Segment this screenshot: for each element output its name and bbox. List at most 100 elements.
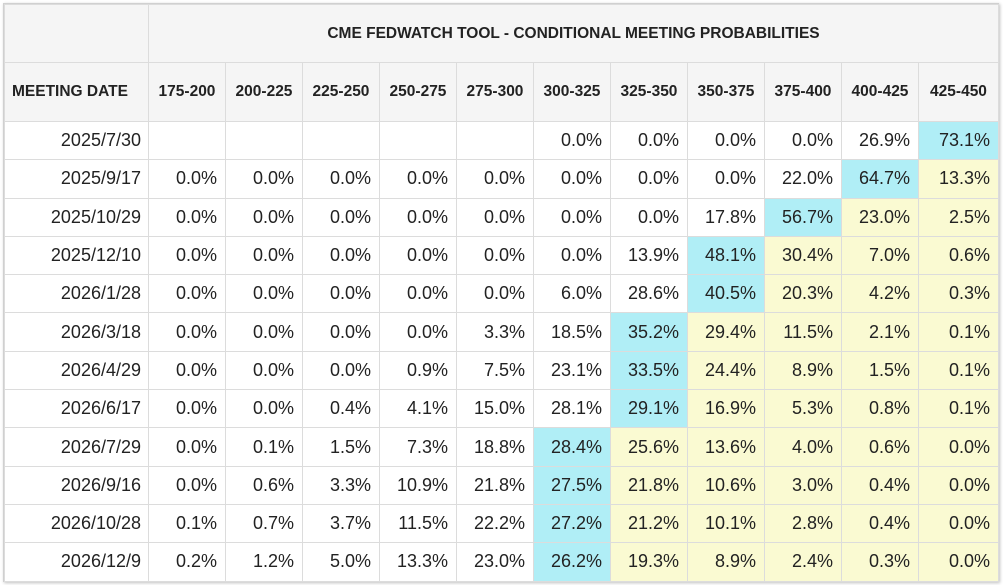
title-row: CME FEDWATCH TOOL - CONDITIONAL MEETING …	[4, 4, 999, 63]
probability-cell: 0.0%	[533, 159, 611, 199]
column-header-350-375[interactable]: 350-375	[687, 62, 765, 122]
probability-cell: 0.0%	[148, 235, 226, 276]
column-header-400-425[interactable]: 400-425	[841, 62, 919, 122]
probability-cell: 0.0%	[302, 197, 380, 237]
probability-cell: 29.4%	[687, 312, 765, 352]
table-row: 2026/4/29 0.0% 0.0% 0.0% 0.9% 7.5% 23.1% 33.5% 2…	[4, 350, 999, 391]
probability-cell: 0.7%	[225, 503, 303, 544]
corner-cell	[4, 4, 149, 63]
table-row: 2026/12/9 0.2% 1.2% 5.0% 13.3% 23.0% 26.2% 19.3…	[4, 542, 999, 582]
probability-cell: 0.1%	[918, 389, 999, 429]
probability-cell: 25.6%	[610, 427, 688, 467]
probability-cell: 0.3%	[918, 274, 999, 314]
probability-cell: 22.2%	[456, 503, 534, 544]
probability-cell: 4.1%	[379, 389, 457, 429]
probability-cell: 0.0%	[610, 197, 688, 237]
probability-cell: 2.4%	[764, 542, 842, 582]
column-header-225-250[interactable]: 225-250	[302, 62, 380, 122]
probability-cell: 35.2%	[610, 312, 688, 352]
probability-cell: 4.0%	[764, 427, 842, 467]
meeting-date-cell: 2026/9/16	[4, 465, 149, 505]
probability-cell: 11.5%	[379, 503, 457, 544]
column-header-275-300[interactable]: 275-300	[456, 62, 534, 122]
probability-cell: 0.0%	[456, 235, 534, 276]
probability-cell: 0.0%	[533, 235, 611, 276]
probability-cell: 13.3%	[379, 542, 457, 582]
probability-cell: 0.0%	[302, 235, 380, 276]
probability-cell: 27.2%	[533, 503, 611, 544]
column-header-375-400[interactable]: 375-400	[764, 62, 842, 122]
probability-cell: 1.5%	[302, 427, 380, 467]
probability-cell: 0.6%	[841, 427, 919, 467]
probability-cell: 21.8%	[456, 465, 534, 505]
table-body: 2025/7/30 0.0% 0.0% 0.0% 0.0% 26.9% 73.1% 2025/…	[4, 120, 999, 582]
probability-cell: 0.0%	[533, 120, 611, 161]
probability-cell: 23.0%	[456, 542, 534, 582]
probability-cell: 10.9%	[379, 465, 457, 505]
probability-cell: 0.0%	[148, 197, 226, 237]
probability-cell: 13.9%	[610, 235, 688, 276]
probability-cell: 0.6%	[918, 235, 999, 276]
probability-cell: 0.0%	[225, 350, 303, 391]
probability-cell: 0.0%	[225, 235, 303, 276]
probability-cell: 0.0%	[302, 159, 380, 199]
meeting-date-cell: 2025/10/29	[4, 197, 149, 237]
meeting-date-cell: 2026/4/29	[4, 350, 149, 391]
probability-cell: 0.4%	[841, 503, 919, 544]
column-header-175-200[interactable]: 175-200	[148, 62, 226, 122]
probability-cell: 1.2%	[225, 542, 303, 582]
probability-cell: 16.9%	[687, 389, 765, 429]
meeting-date-cell: 2026/3/18	[4, 312, 149, 352]
probability-cell: 40.5%	[687, 274, 765, 314]
header-row: MEETING DATE 175-200 200-225 225-250 250-27…	[4, 62, 999, 122]
probability-cell: 33.5%	[610, 350, 688, 391]
probability-cell: 2.1%	[841, 312, 919, 352]
probability-cell: 29.1%	[610, 389, 688, 429]
probability-cell: 22.0%	[764, 159, 842, 199]
probability-cell: 0.1%	[148, 503, 226, 544]
probability-cell: 0.0%	[148, 274, 226, 314]
column-header-250-275[interactable]: 250-275	[379, 62, 457, 122]
probability-cell: 0.6%	[225, 465, 303, 505]
probability-cell: 2.5%	[918, 197, 999, 237]
column-header-300-325[interactable]: 300-325	[533, 62, 611, 122]
probability-cell: 0.0%	[225, 197, 303, 237]
meeting-date-cell: 2026/7/29	[4, 427, 149, 467]
probability-cell: 6.0%	[533, 274, 611, 314]
probability-cell: 0.0%	[148, 312, 226, 352]
probability-cell: 23.1%	[533, 350, 611, 391]
probability-cell: 13.3%	[918, 159, 999, 199]
probability-cell: 0.0%	[610, 120, 688, 161]
probability-cell: 13.6%	[687, 427, 765, 467]
probability-cell: 0.0%	[610, 159, 688, 199]
probability-cell: 0.0%	[379, 235, 457, 276]
probability-cell: 0.0%	[302, 274, 380, 314]
table-row: 2026/9/16 0.0% 0.6% 3.3% 10.9% 21.8% 27.5% 21.8…	[4, 465, 999, 505]
probability-cell: 21.2%	[610, 503, 688, 544]
probability-cell: 3.7%	[302, 503, 380, 544]
probability-cell: 3.3%	[302, 465, 380, 505]
probability-cell: 17.8%	[687, 197, 765, 237]
probability-cell: 26.2%	[533, 542, 611, 582]
probability-cell: 26.9%	[841, 120, 919, 161]
meeting-date-cell: 2025/9/17	[4, 159, 149, 199]
column-header-200-225[interactable]: 200-225	[225, 62, 303, 122]
probability-cell: 0.0%	[225, 274, 303, 314]
probability-cell	[225, 120, 303, 161]
probability-cell: 0.8%	[841, 389, 919, 429]
probability-cell: 20.3%	[764, 274, 842, 314]
probability-cell: 0.0%	[456, 197, 534, 237]
table-row: 2025/10/29 0.0% 0.0% 0.0% 0.0% 0.0% 0.0% 0.0% 17…	[4, 197, 999, 237]
column-header-325-350[interactable]: 325-350	[610, 62, 688, 122]
probability-cell: 0.0%	[148, 350, 226, 391]
probability-cell: 0.0%	[379, 159, 457, 199]
probability-cell: 64.7%	[841, 159, 919, 199]
probability-cell: 0.0%	[918, 427, 999, 467]
probability-cell: 48.1%	[687, 235, 765, 276]
probability-cell: 0.0%	[379, 197, 457, 237]
probability-cell: 0.4%	[302, 389, 380, 429]
probability-cell: 0.0%	[533, 197, 611, 237]
column-header-425-450[interactable]: 425-450	[918, 62, 999, 122]
meeting-date-header: MEETING DATE	[4, 62, 149, 122]
probability-cell: 3.3%	[456, 312, 534, 352]
